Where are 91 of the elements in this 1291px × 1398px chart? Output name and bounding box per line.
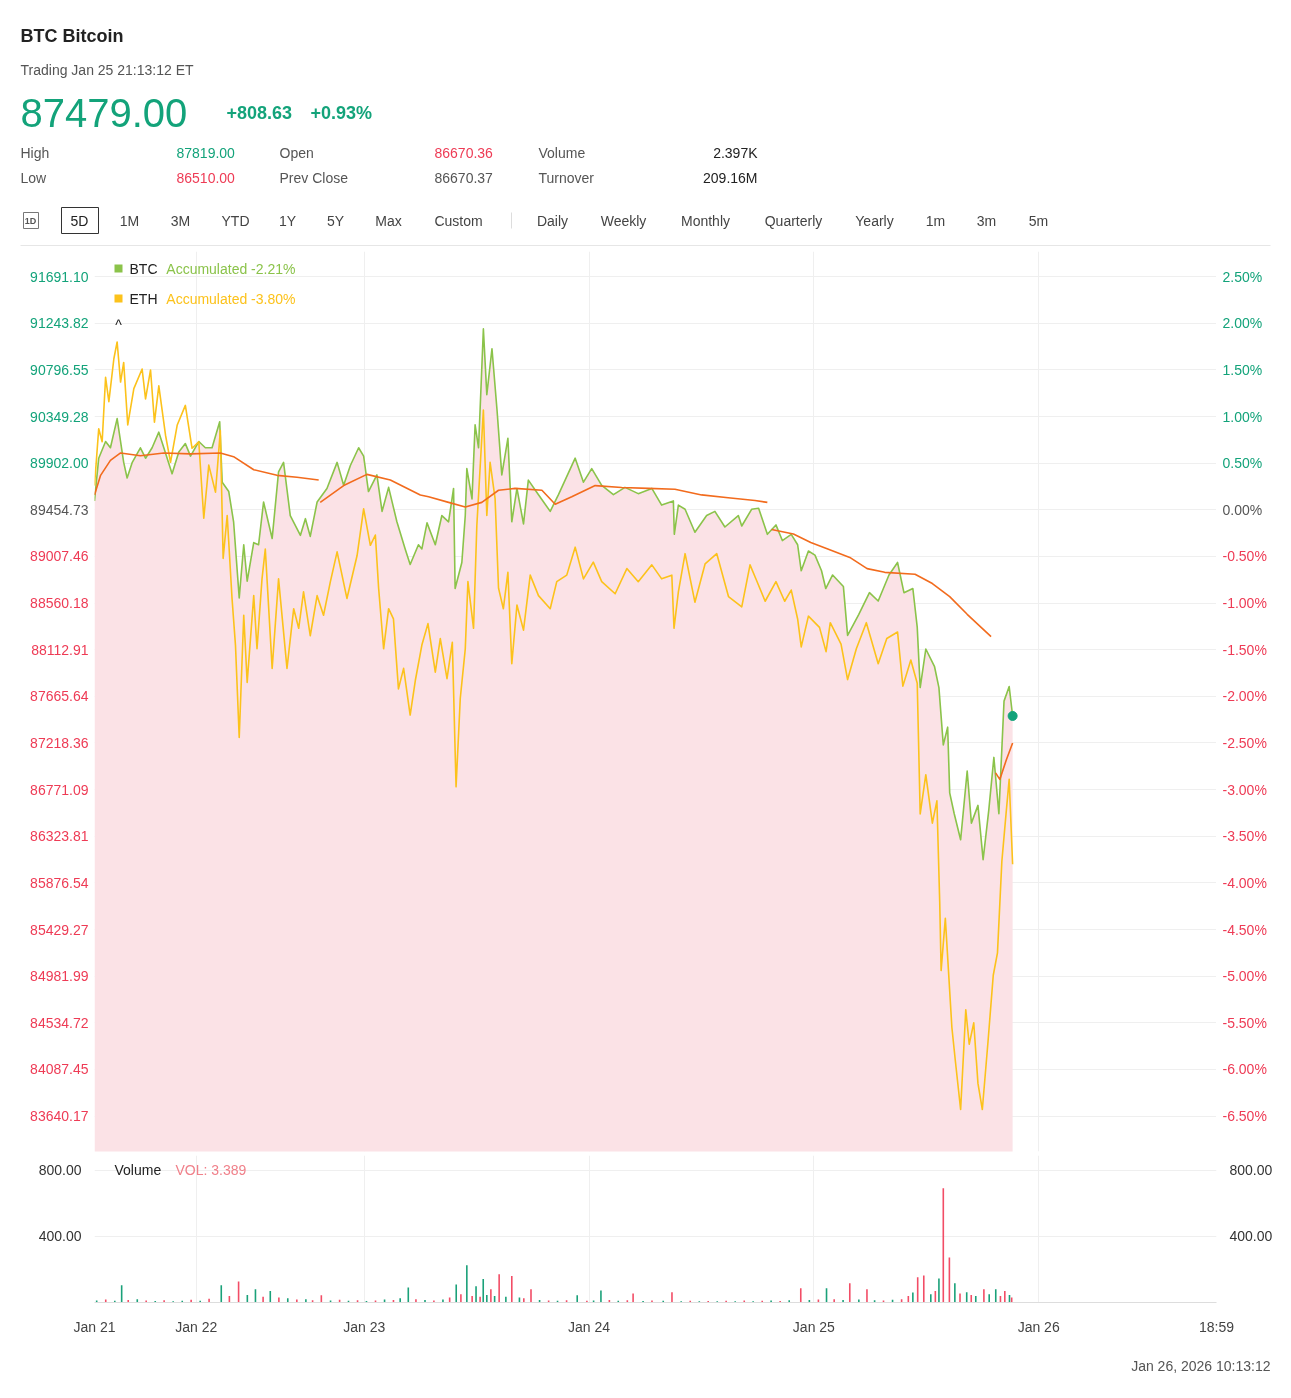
- y2-tick-label: 2.00%: [1222, 315, 1263, 332]
- y-tick-label: 86771.09: [30, 781, 89, 798]
- y-tick-label: 89007.46: [30, 548, 89, 565]
- y-tick-label: 90796.55: [30, 361, 89, 378]
- text: Prev Close: [279, 169, 349, 186]
- text: 86510.00: [176, 169, 236, 186]
- y-tick-label: 85876.54: [30, 874, 89, 891]
- y2-tick-label: -3.50%: [1222, 828, 1267, 845]
- text: Custom: [434, 212, 483, 229]
- text: Daily: [536, 212, 569, 229]
- y2-tick-label: -0.50%: [1222, 548, 1267, 565]
- text: +808.63: [226, 103, 293, 123]
- y-tick-label: 84981.99: [30, 968, 89, 985]
- text: Quarterly: [764, 212, 823, 229]
- y2-tick-label: 1.00%: [1222, 408, 1263, 425]
- text: Yearly: [855, 212, 894, 229]
- y-tick-label: 400.00: [38, 1228, 82, 1245]
- y-tick-label: 88112.91: [31, 641, 89, 658]
- y-tick-label: 89902.00: [30, 455, 89, 472]
- y2-tick-label: -6.00%: [1222, 1061, 1267, 1078]
- x-tick-label: Jan 21: [73, 1318, 116, 1335]
- y-tick-label: 91691.10: [30, 268, 89, 285]
- x-tick-label: Jan 25: [792, 1318, 836, 1335]
- text: +0.93%: [310, 102, 373, 123]
- y-tick-label: 84534.72: [30, 1014, 89, 1031]
- chart-title: Volume: [114, 1161, 162, 1178]
- y2-tick-label: -6.50%: [1222, 1108, 1267, 1125]
- text: Weekly: [600, 212, 647, 229]
- text: Open: [279, 144, 314, 161]
- y-tick-label: 84087.45: [30, 1061, 89, 1078]
- text: 1m: [925, 212, 946, 229]
- legend-label: ETH: [129, 290, 158, 307]
- text: 5Y: [326, 212, 345, 229]
- y2-tick-label: 0.50%: [1222, 455, 1263, 472]
- text: 209.16M: [703, 169, 758, 186]
- annotation: Accumulated -3.80%: [166, 290, 296, 307]
- y2-tick-label: -1.50%: [1222, 641, 1267, 658]
- x-tick-label: 18:59: [1198, 1318, 1235, 1335]
- x-tick-label: Jan 24: [568, 1318, 611, 1335]
- annotation: Accumulated -2.21%: [166, 260, 296, 277]
- y2-tick-label: -4.00%: [1222, 874, 1267, 891]
- y-tick-label: 90349.28: [30, 408, 89, 425]
- text: Trading Jan 25 21:13:12 ET: [20, 61, 194, 78]
- y-tick-label: 89454.73: [30, 501, 89, 518]
- y-tick-label: 800.00: [38, 1162, 82, 1179]
- y2-tick-label: -5.50%: [1222, 1014, 1267, 1031]
- text: Jan 26, 2026 10:13:12: [1131, 1357, 1271, 1374]
- text: 3M: [170, 212, 191, 229]
- text: 1Y: [278, 212, 297, 229]
- text: YTD: [221, 212, 250, 229]
- text: Monthly: [680, 212, 731, 229]
- legend-label: BTC: [129, 260, 158, 277]
- x-tick-label: Jan 26: [1017, 1318, 1060, 1335]
- y2-tick-label: -2.00%: [1222, 688, 1267, 705]
- text: 87819.00: [176, 144, 236, 161]
- y2-tick-label: 800.00: [1229, 1162, 1273, 1179]
- y2-tick-label: -4.50%: [1222, 921, 1267, 938]
- y2-tick-label: 2.50%: [1222, 268, 1263, 285]
- text: 2.397K: [713, 144, 759, 161]
- y-tick-label: 87665.64: [30, 688, 89, 705]
- y2-tick-label: 1.50%: [1222, 361, 1263, 378]
- x-tick-label: Jan 22: [175, 1318, 218, 1335]
- y-tick-label: 83640.17: [30, 1108, 89, 1125]
- text: 3m: [976, 212, 997, 229]
- x-tick-label: Jan 23: [343, 1318, 386, 1335]
- y2-tick-label: -2.50%: [1222, 735, 1267, 751]
- annotation: ^: [115, 316, 123, 333]
- y-tick-label: 85429.27: [30, 921, 89, 938]
- text: Low: [20, 169, 48, 186]
- y2-tick-label: -5.00%: [1222, 968, 1267, 985]
- text: Turnover: [538, 169, 595, 186]
- text: Max: [375, 212, 402, 229]
- y-tick-label: 91243.82: [30, 315, 89, 332]
- text: 1D: [24, 215, 37, 226]
- y-tick-label: 86323.81: [30, 828, 89, 845]
- text: 1M: [119, 212, 140, 229]
- text: 86670.37: [434, 169, 494, 186]
- y-tick-label: 88560.18: [30, 595, 89, 612]
- text: 86670.36: [434, 144, 494, 161]
- text: BTC Bitcoin: [20, 25, 124, 46]
- annotation: VOL: 3.389: [175, 1161, 247, 1178]
- y2-tick-label: -1.00%: [1222, 595, 1267, 612]
- y2-tick-label: 400.00: [1229, 1228, 1273, 1245]
- y-tick-label: 87218.36: [30, 735, 89, 751]
- y2-tick-label: 0.00%: [1222, 501, 1263, 518]
- text: High: [20, 144, 50, 161]
- text: 5m: [1028, 212, 1049, 229]
- y2-tick-label: -3.00%: [1222, 781, 1267, 798]
- text: 5D: [70, 212, 89, 229]
- text: Volume: [538, 144, 586, 161]
- text: 87479.00: [20, 90, 188, 135]
